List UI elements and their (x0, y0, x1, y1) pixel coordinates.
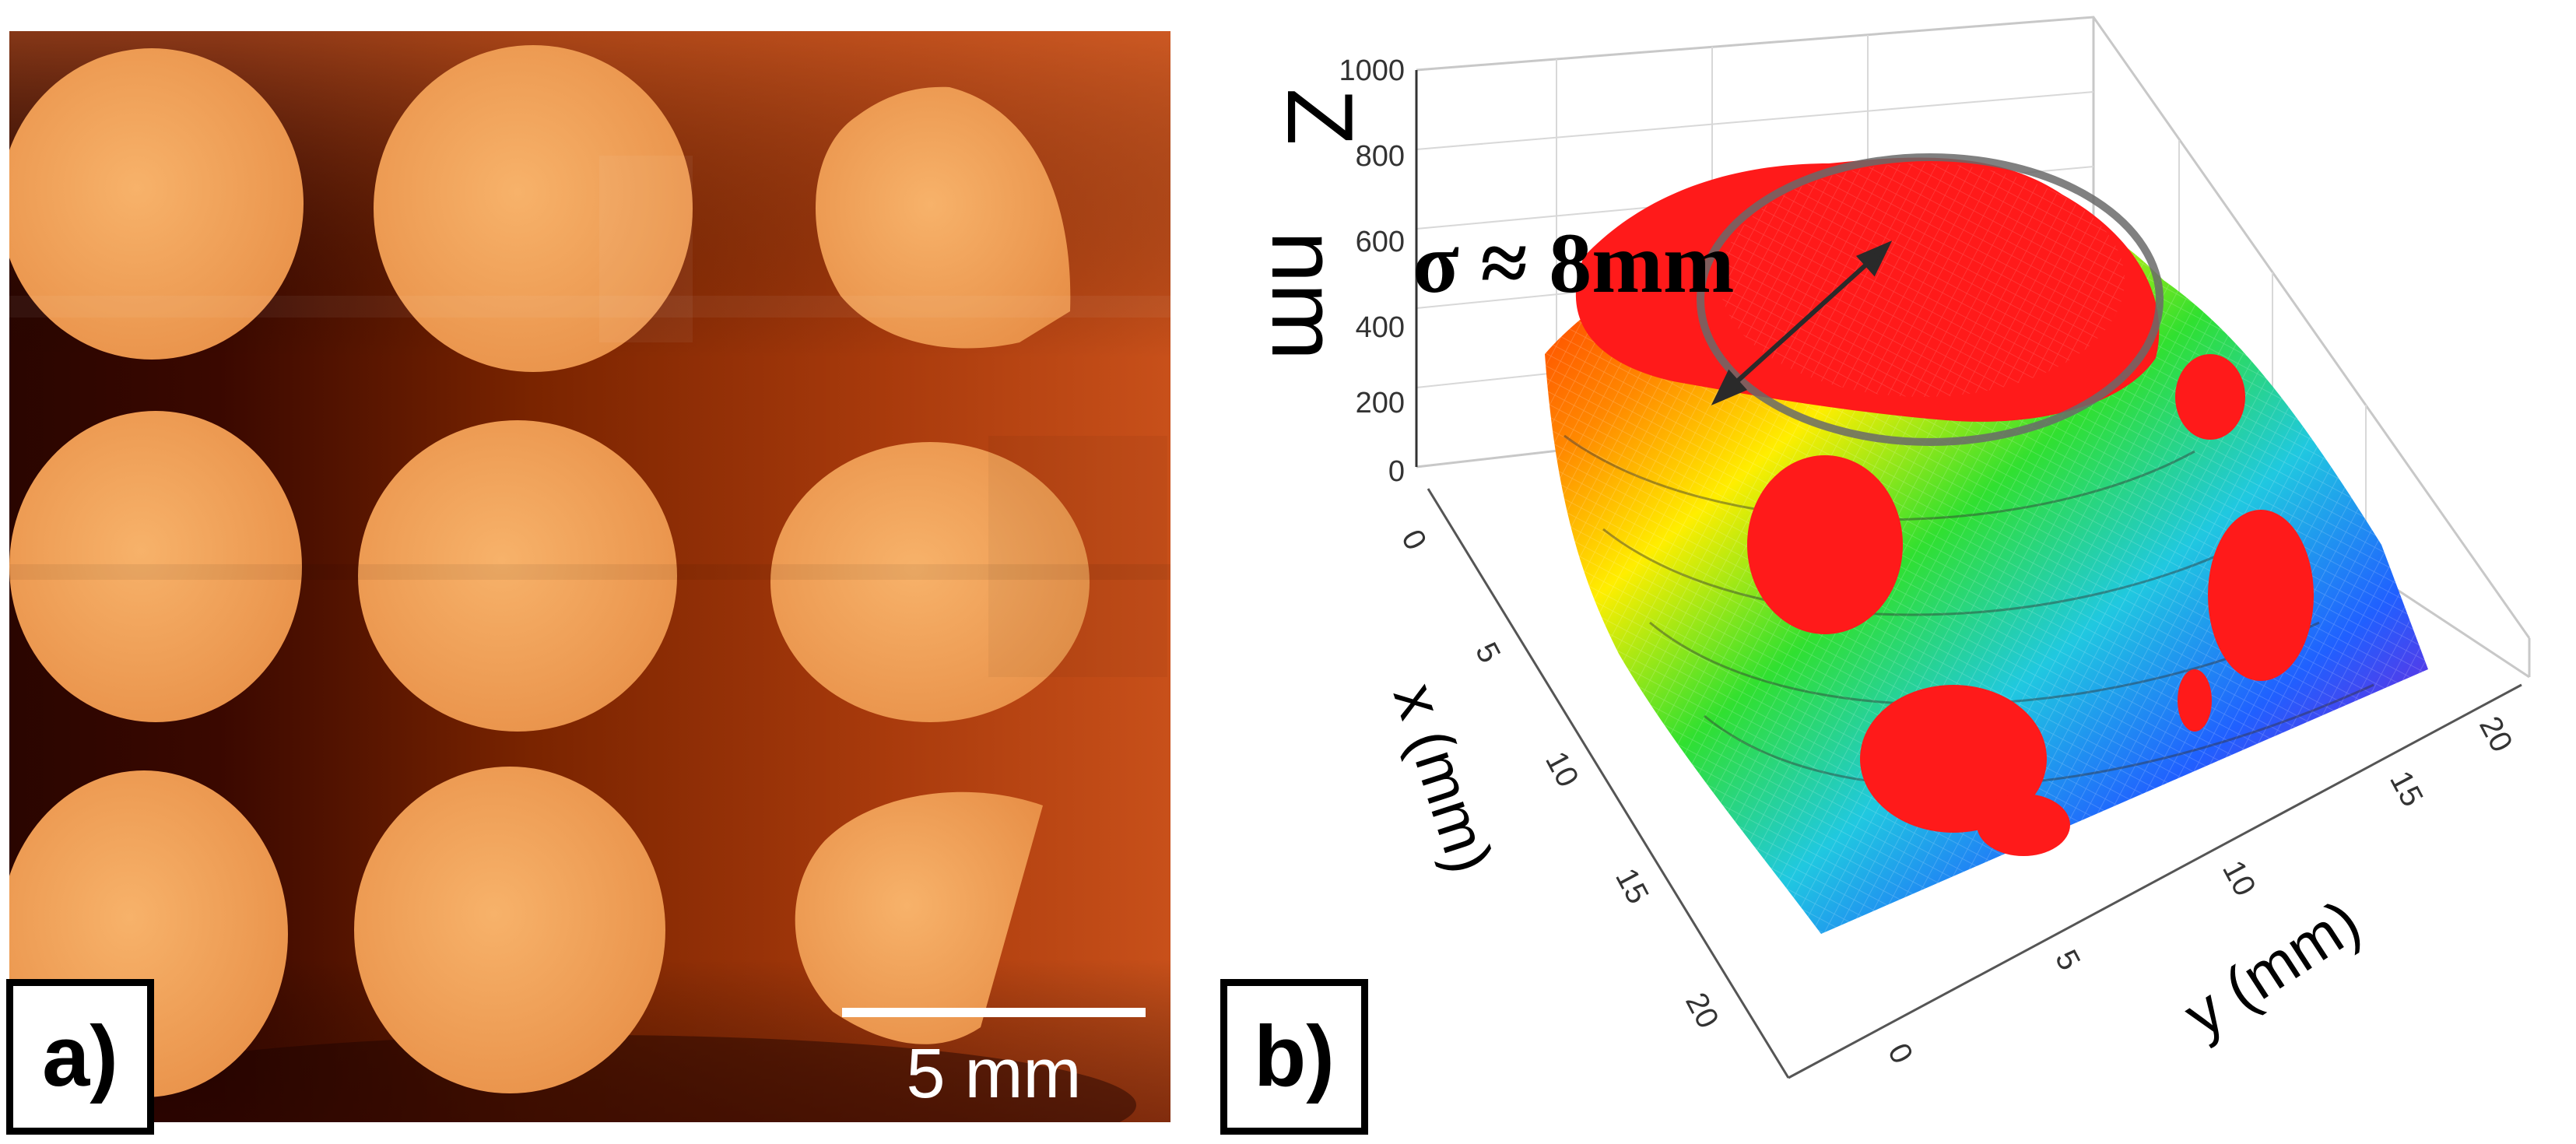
z-tick-label: 0 (1388, 455, 1405, 488)
panel-a: 5 mm (9, 31, 1170, 1122)
x-tick-label: 15 (1609, 863, 1655, 910)
y-tick-label: 0 (1881, 1038, 1919, 1069)
dot (354, 767, 665, 1093)
y-tick-label: 15 (2383, 766, 2430, 812)
x-tick-label: 5 (1469, 637, 1507, 669)
sigma-ring (1697, 153, 2164, 446)
y-tick-label: 10 (2216, 855, 2262, 902)
dot (374, 45, 693, 372)
scale-bar (842, 1008, 1146, 1017)
dot (770, 442, 1090, 722)
panel-a-label: a) (6, 979, 154, 1135)
x-tick-label: 20 (1679, 988, 1725, 1034)
dot (815, 86, 1071, 349)
z-axis-unit: nm (1252, 231, 1356, 361)
y-tick-label: 5 (2048, 945, 2086, 976)
dot (9, 411, 302, 722)
z-tick-label: 1000 (1339, 54, 1405, 87)
z-tick-label: 800 (1356, 140, 1405, 173)
scale-bar-label: 5 mm (907, 1035, 1082, 1113)
panel-b: 1000 800 600 400 200 0 Z nm (1252, 16, 2531, 1079)
dot (358, 420, 677, 732)
panel-b-label: b) (1220, 979, 1368, 1135)
sigma-arrow (1711, 240, 1893, 405)
x-axis-title: x (mm) (1381, 676, 1507, 881)
y-axis-line (1788, 683, 2522, 1079)
y-tick-label: 20 (2472, 711, 2519, 758)
x-tick-label: 0 (1395, 525, 1433, 556)
z-tick-label: 200 (1356, 387, 1405, 419)
z-tick-label: 400 (1356, 311, 1405, 344)
sigma-annotation: σ ≈ 8mm (1413, 216, 1734, 311)
x-axis-line (1427, 488, 1790, 1079)
dot (795, 791, 1043, 1044)
z-ticks: 1000 800 600 400 200 0 (1339, 54, 1405, 488)
z-tick-label: 600 (1356, 226, 1405, 258)
z-axis-title: Z (1268, 88, 1372, 145)
dot (9, 48, 304, 360)
x-tick-label: 10 (1539, 746, 1585, 793)
y-axis-title: y (mm) (2172, 886, 2372, 1050)
